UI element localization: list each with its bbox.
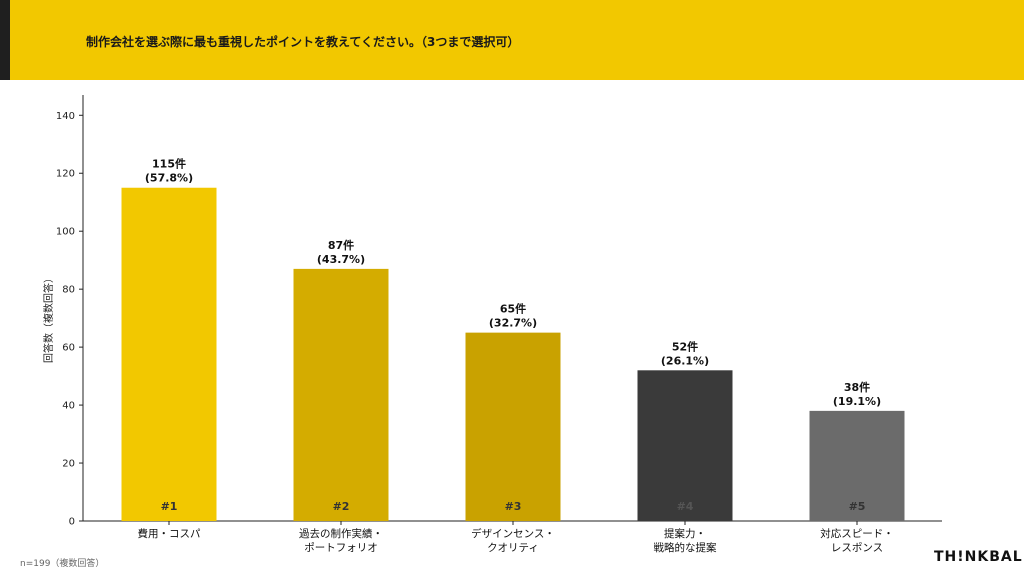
bar-rank-label: #4 <box>677 500 694 513</box>
bar <box>637 370 733 521</box>
y-tick-label: 100 <box>56 227 75 238</box>
x-tick-label: デザインセンス・ <box>471 527 555 540</box>
bar-value-label: 115件 <box>152 157 186 171</box>
x-tick-label: 提案力・ <box>664 527 706 540</box>
bar-value-label: 65件 <box>500 302 526 316</box>
bar-percent-label: (19.1%) <box>833 395 881 408</box>
bar-rank-label: #5 <box>849 500 866 513</box>
bar <box>293 268 389 521</box>
bar-value-label: 87件 <box>328 238 354 252</box>
bar-rank-label: #2 <box>333 500 350 513</box>
y-tick-label: 60 <box>62 343 75 354</box>
y-tick-label: 140 <box>56 111 75 122</box>
y-axis-label: 回答数（複数回答） <box>42 273 55 363</box>
x-tick-label: クオリティ <box>487 542 539 554</box>
sample-size-note: n=199（複数回答） <box>20 559 105 569</box>
bar-value-label: 52件 <box>672 339 698 353</box>
bar-percent-label: (26.1%) <box>661 354 709 367</box>
x-tick-label: レスポンス <box>831 542 883 554</box>
y-tick-label: 0 <box>69 517 75 528</box>
header-bar: 制作会社を選ぶ際に最も重視したポイントを教えてください。（3つまで選択可） <box>0 0 1024 80</box>
bar <box>809 410 905 521</box>
bar-percent-label: (43.7%) <box>317 253 365 266</box>
bar-rank-label: #3 <box>505 500 522 513</box>
header-accent <box>0 0 10 80</box>
chart-title: 制作会社を選ぶ際に最も重視したポイントを教えてください。（3つまで選択可） <box>86 35 520 49</box>
y-tick-label: 40 <box>62 401 75 412</box>
bar-rank-label: #1 <box>161 500 178 513</box>
y-tick-label: 80 <box>62 285 75 296</box>
y-tick-label: 20 <box>62 459 75 470</box>
bar <box>121 187 217 522</box>
x-tick-label: 費用・コスパ <box>138 527 201 540</box>
brand-logo: TH!NKBAL <box>934 549 1023 565</box>
bar <box>465 332 561 521</box>
y-tick-label: 120 <box>56 169 75 180</box>
x-tick-label: ポートフォリオ <box>304 542 378 554</box>
bar-value-label: 38件 <box>844 380 870 394</box>
x-tick-label: 戦略的な提案 <box>654 541 717 554</box>
bar-percent-label: (32.7%) <box>489 317 537 330</box>
x-tick-label: 対応スピード・ <box>820 527 894 540</box>
x-tick-label: 過去の制作実績・ <box>299 527 383 540</box>
bar-percent-label: (57.8%) <box>145 172 193 185</box>
